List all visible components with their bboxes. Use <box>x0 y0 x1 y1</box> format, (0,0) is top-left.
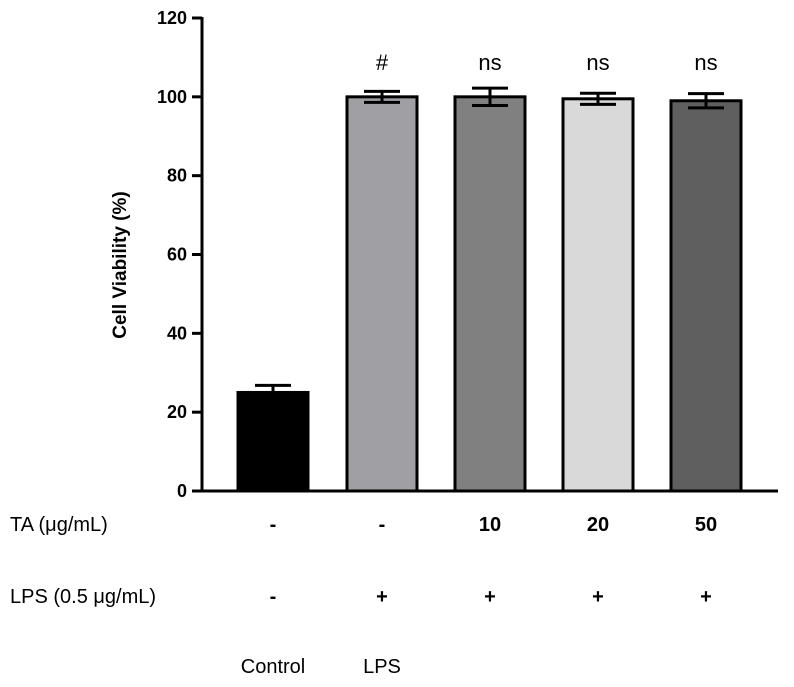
y-tick-label: 120 <box>157 8 187 28</box>
group-label: Control <box>241 656 305 678</box>
bar-series: # ns ns ns <box>236 50 743 493</box>
treatment-cell: + <box>700 586 712 608</box>
y-axis-title: Cell Viability (%) <box>110 191 131 338</box>
y-tick-label: 40 <box>167 323 187 343</box>
treatment-cell: 20 <box>587 514 609 536</box>
treatment-cell: 10 <box>479 514 501 536</box>
treatment-cell: - <box>379 514 386 536</box>
significance-label: ns <box>694 50 717 75</box>
bar <box>345 95 419 493</box>
significance-label: ns <box>586 50 609 75</box>
treatment-cell: + <box>484 586 496 608</box>
group-label: LPS <box>363 656 401 678</box>
y-tick-label: 0 <box>177 481 187 501</box>
y-tick-label: 20 <box>167 402 187 422</box>
bar <box>561 97 635 493</box>
significance-label: # <box>376 50 389 75</box>
significance-label: ns <box>478 50 501 75</box>
bar <box>236 390 310 493</box>
treatment-cell: 50 <box>695 514 717 536</box>
row-label: LPS (0.5 μg/mL) <box>10 586 156 608</box>
row-label: TA (μg/mL) <box>10 514 108 536</box>
treatment-cell: + <box>592 586 604 608</box>
treatment-cell: - <box>270 586 277 608</box>
treatment-cell: - <box>270 514 277 536</box>
y-tick-label: 60 <box>167 245 187 265</box>
treatment-table: TA (μg/mL) - - 10 20 50 LPS (0.5 μg/mL) - + + + + Co… <box>10 514 717 678</box>
y-tick-label: 100 <box>157 87 187 107</box>
bar <box>669 99 743 493</box>
treatment-cell: + <box>376 586 388 608</box>
bar <box>453 95 527 493</box>
y-axis: 0 20 40 60 80 100 120 <box>157 8 204 501</box>
y-tick-label: 80 <box>167 166 187 186</box>
